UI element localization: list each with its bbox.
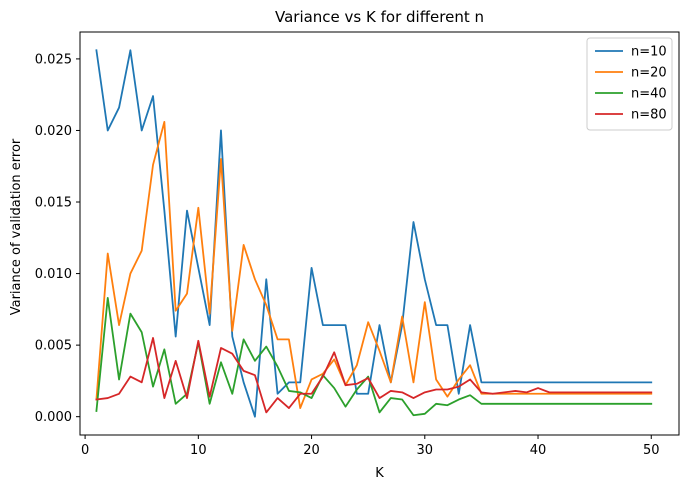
legend-label: n=40 [631,87,667,102]
y-tick-label: 0.000 [35,410,72,425]
y-tick-label: 0.025 [35,52,72,67]
legend-box [586,37,673,131]
x-tick-label: 30 [417,443,434,458]
legend: n=10 n=20 n=40 n=80 [586,37,673,131]
y-tick-label: 0.005 [35,339,72,354]
x-tick-label: 40 [530,443,547,458]
legend-label: n=80 [631,108,667,123]
legend-label: n=10 [631,45,667,60]
series-line-n-10 [95,49,653,418]
x-tick-label: 10 [190,443,207,458]
x-tick-label: 0 [81,443,89,458]
axes-layer: 0 10 20 30 40 50 0.000 0.005 0.010 0.015 0.020 0.02… [35,31,680,458]
plot-frame [79,31,680,436]
y-axis-title: Variance of validation error [9,138,24,315]
series-line-n-20 [95,120,653,410]
legend-label: n=20 [631,66,667,81]
y-tick-label: 0.015 [35,196,72,211]
series-layer [95,49,653,418]
series-line-n-80 [95,337,653,414]
y-tick-label: 0.010 [35,267,72,282]
x-tick-label: 50 [643,443,660,458]
x-tick-label: 20 [303,443,320,458]
chart-title: Variance vs K for different n [275,8,484,26]
y-tick-label: 0.020 [35,124,72,139]
x-axis-title: K [375,466,384,481]
